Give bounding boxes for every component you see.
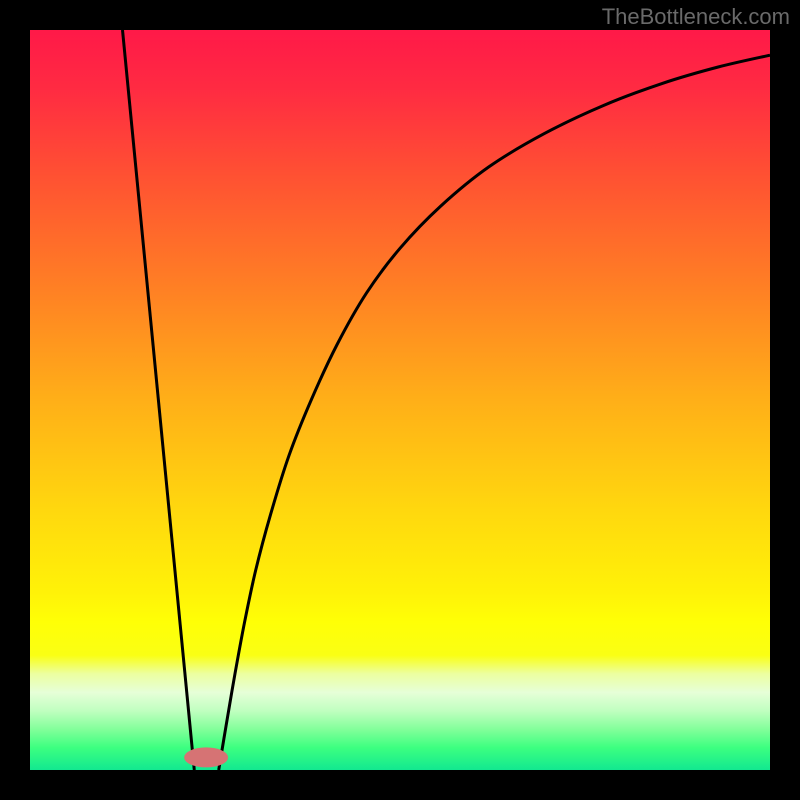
optimal-point-marker bbox=[184, 747, 228, 767]
plot-background bbox=[30, 30, 770, 770]
watermark-text: TheBottleneck.com bbox=[602, 4, 790, 30]
chart-container: TheBottleneck.com bbox=[0, 0, 800, 800]
bottleneck-chart bbox=[0, 0, 800, 800]
